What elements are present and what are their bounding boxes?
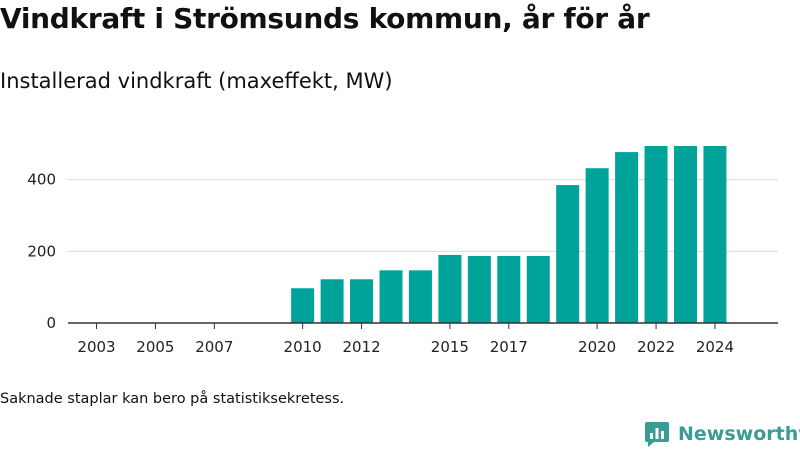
bar-2020 [585, 168, 609, 323]
x-axis [68, 322, 778, 329]
bar-2015 [438, 254, 462, 323]
x-tick-label-2010: 2010 [284, 338, 322, 356]
x-tick-label-2012: 2012 [342, 338, 380, 356]
x-tick-label-2007: 2007 [195, 338, 233, 356]
bar-2022 [644, 146, 668, 323]
newsworthy-logo-icon [645, 422, 669, 447]
bar-2019 [556, 185, 580, 323]
bar-2023 [674, 146, 697, 323]
bar-2021 [615, 152, 639, 323]
x-tick-label-2005: 2005 [136, 338, 174, 356]
brand-name: Newsworthy [678, 423, 800, 445]
bar-2011 [320, 279, 344, 323]
bars [291, 146, 727, 323]
x-tick-label-2017: 2017 [490, 338, 528, 356]
bar-2010 [291, 288, 315, 323]
bar-2024 [703, 146, 727, 323]
x-tick-label-2020: 2020 [578, 338, 616, 356]
chart-title: Vindkraft i Strömsunds kommun, år för år [0, 2, 650, 35]
footnote: Saknade staplar kan bero på statistiksek… [0, 391, 345, 407]
brand-logo[interactable]: Newsworthy [644, 420, 800, 448]
x-tick-label-2015: 2015 [431, 338, 469, 356]
bar-2012 [350, 279, 374, 323]
chart-subtitle: Installerad vindkraft (maxeffekt, MW) [0, 69, 393, 93]
x-tick-label-2003: 2003 [77, 338, 115, 356]
y-tick-labels: 0 200 400 [27, 171, 56, 332]
bar-2017 [497, 255, 521, 323]
y-tick-label-0: 0 [46, 314, 56, 332]
bar-2014 [408, 270, 432, 323]
bar-2016 [467, 255, 491, 323]
bar-2018 [526, 255, 550, 323]
y-tick-label-200: 200 [27, 242, 56, 260]
x-tick-labels: 2003 2005 2007 2010 2012 2015 2017 2020 2022 2024 [77, 338, 734, 356]
bar-2013 [379, 270, 403, 323]
y-tick-label-400: 400 [27, 171, 56, 189]
x-tick-label-2024: 2024 [696, 338, 734, 356]
grid-lines [68, 179, 778, 252]
x-tick-label-2022: 2022 [637, 338, 675, 356]
